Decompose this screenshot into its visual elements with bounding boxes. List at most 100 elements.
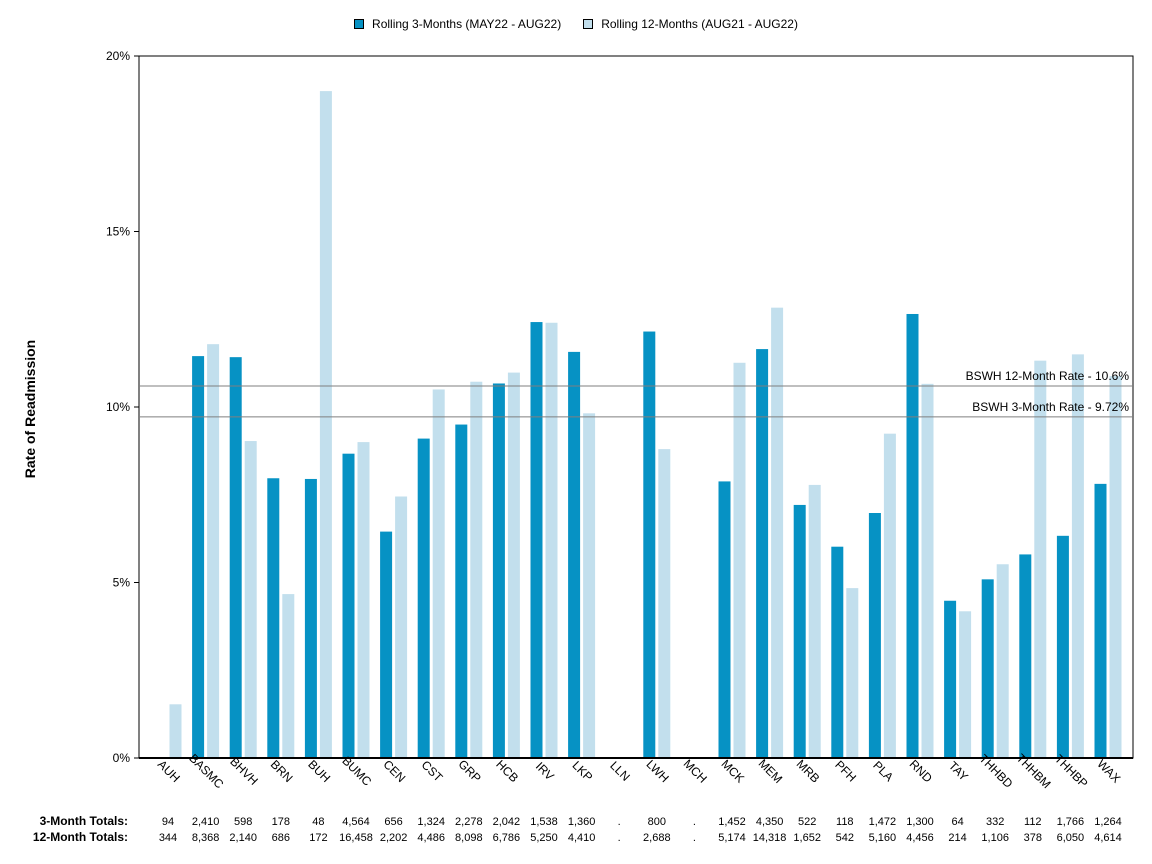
three-month-total-value: 1,264 bbox=[1094, 816, 1122, 828]
twelve-month-total-value: 172 bbox=[309, 832, 327, 844]
reference-line-label: BSWH 12-Month Rate - 10.6% bbox=[966, 369, 1130, 383]
three-month-total-value: 1,300 bbox=[906, 816, 934, 828]
x-tick-label: BUH bbox=[305, 757, 333, 785]
bar-3-month-cen bbox=[380, 531, 393, 758]
legend-item-3-month: Rolling 3-Months (MAY22 - AUG22) bbox=[354, 17, 561, 31]
x-tick-label: LWH bbox=[644, 757, 672, 785]
bar-12-month-thhbp bbox=[1071, 354, 1084, 758]
twelve-month-total-value: 2,140 bbox=[229, 832, 257, 844]
twelve-month-total-value: 1,106 bbox=[981, 832, 1009, 844]
three-month-total-value: 598 bbox=[234, 816, 252, 828]
legend-swatch-3-month bbox=[354, 19, 365, 29]
twelve-month-total-value: 378 bbox=[1024, 832, 1042, 844]
bar-3-month-mem bbox=[756, 349, 769, 758]
twelve-month-total-value: 4,614 bbox=[1094, 832, 1122, 844]
bar-12-month-mrb bbox=[808, 484, 821, 758]
three-month-total-value: 94 bbox=[162, 816, 174, 828]
twelve-month-total-value: 5,174 bbox=[718, 832, 746, 844]
bar-12-month-bhvh bbox=[244, 441, 257, 758]
x-tick-label: BHVH bbox=[227, 754, 260, 787]
x-tick-label: MRB bbox=[794, 757, 823, 786]
bar-12-month-pfh bbox=[846, 588, 859, 758]
x-tick-label: MEM bbox=[756, 756, 786, 786]
bar-12-month-wax bbox=[1109, 376, 1122, 758]
bar-3-month-mrb bbox=[793, 504, 806, 758]
bar-12-month-basmc bbox=[207, 344, 220, 758]
twelve-month-total-value: 542 bbox=[836, 832, 854, 844]
bar-3-month-buh bbox=[304, 478, 317, 758]
bar-3-month-irv bbox=[530, 322, 543, 758]
x-tick-label: PLA bbox=[870, 758, 896, 784]
bar-12-month-lkp bbox=[583, 413, 596, 758]
legend: Rolling 3-Months (MAY22 - AUG22) Rolling… bbox=[0, 17, 1152, 31]
twelve-month-total-value: . bbox=[693, 832, 696, 844]
twelve-month-total-value: 8,368 bbox=[192, 832, 220, 844]
bar-12-month-grp bbox=[470, 381, 483, 758]
x-tick-label: AUH bbox=[155, 757, 183, 785]
bar-3-month-bhvh bbox=[229, 357, 242, 758]
three-month-total-value: 2,278 bbox=[455, 816, 483, 828]
y-tick-label: 15% bbox=[106, 225, 130, 239]
y-tick-label: 10% bbox=[106, 400, 130, 414]
bar-3-month-lkp bbox=[568, 351, 581, 758]
twelve-month-total-value: 4,456 bbox=[906, 832, 934, 844]
bar-12-month-mem bbox=[771, 307, 784, 758]
bar-12-month-brn bbox=[282, 594, 295, 758]
twelve-month-total-value: 4,410 bbox=[568, 832, 596, 844]
bar-3-month-tay bbox=[944, 600, 957, 758]
bar-3-month-mck bbox=[718, 481, 731, 758]
bar-12-month-mck bbox=[733, 362, 746, 758]
x-tick-label: MCH bbox=[681, 757, 710, 786]
bar-3-month-bumc bbox=[342, 453, 355, 758]
legend-swatch-12-month bbox=[583, 19, 594, 29]
twelve-month-total-value: 4,486 bbox=[417, 832, 445, 844]
y-tick-label: 0% bbox=[113, 751, 131, 765]
three-month-total-value: 1,324 bbox=[417, 816, 445, 828]
twelve-month-total-value: 5,160 bbox=[869, 832, 897, 844]
x-tick-label: MCK bbox=[718, 757, 747, 786]
three-month-total-value: 656 bbox=[384, 816, 402, 828]
twelve-month-total-value: . bbox=[618, 832, 621, 844]
twelve-month-total-value: 214 bbox=[948, 832, 966, 844]
twelve-month-total-value: 344 bbox=[159, 832, 177, 844]
legend-label-3-month: Rolling 3-Months (MAY22 - AUG22) bbox=[372, 17, 562, 31]
bar-12-month-thhbd bbox=[996, 564, 1009, 758]
three-month-total-value: 64 bbox=[951, 816, 963, 828]
three-month-total-value: 800 bbox=[648, 816, 666, 828]
x-tick-label: TAY bbox=[946, 759, 971, 784]
x-tick-label: CST bbox=[419, 758, 446, 785]
twelve-month-total-value: 6,050 bbox=[1057, 832, 1085, 844]
twelve-month-total-value: 16,458 bbox=[339, 832, 373, 844]
three-month-total-value: 2,042 bbox=[493, 816, 521, 828]
bar-12-month-lwh bbox=[658, 449, 671, 758]
twelve-month-total-value: 1,652 bbox=[793, 832, 821, 844]
three-month-total-value: 1,472 bbox=[869, 816, 897, 828]
three-month-total-value: . bbox=[693, 816, 696, 828]
twelve-month-total-value: 2,688 bbox=[643, 832, 671, 844]
three-month-total-value: 332 bbox=[986, 816, 1004, 828]
x-tick-label: PFH bbox=[832, 758, 859, 785]
twelve-month-total-value: 686 bbox=[272, 832, 290, 844]
three-month-total-value: 1,538 bbox=[530, 816, 558, 828]
bar-12-month-bumc bbox=[357, 442, 370, 758]
bar-12-month-tay bbox=[959, 611, 972, 758]
twelve-month-total-value: 8,098 bbox=[455, 832, 483, 844]
x-tick-label: BRN bbox=[268, 757, 296, 785]
bar-3-month-grp bbox=[455, 424, 468, 758]
three-month-total-value: 1,766 bbox=[1057, 816, 1085, 828]
y-tick-label: 5% bbox=[113, 576, 131, 590]
bar-3-month-thhbp bbox=[1056, 535, 1069, 758]
twelve-month-totals-label: 12-Month Totals: bbox=[32, 830, 128, 844]
x-tick-label: RND bbox=[907, 757, 936, 786]
three-month-total-value: 4,350 bbox=[756, 816, 784, 828]
bar-3-month-pfh bbox=[831, 546, 844, 758]
twelve-month-total-value: 5,250 bbox=[530, 832, 558, 844]
three-month-total-value: 4,564 bbox=[342, 816, 370, 828]
bar-12-month-buh bbox=[319, 91, 332, 759]
bar-3-month-rnd bbox=[906, 313, 919, 758]
bar-12-month-cen bbox=[395, 496, 408, 758]
three-month-total-value: 1,360 bbox=[568, 816, 596, 828]
x-tick-label: LLN bbox=[607, 758, 632, 783]
bar-12-month-hcb bbox=[507, 372, 520, 758]
bar-3-month-wax bbox=[1094, 483, 1107, 758]
